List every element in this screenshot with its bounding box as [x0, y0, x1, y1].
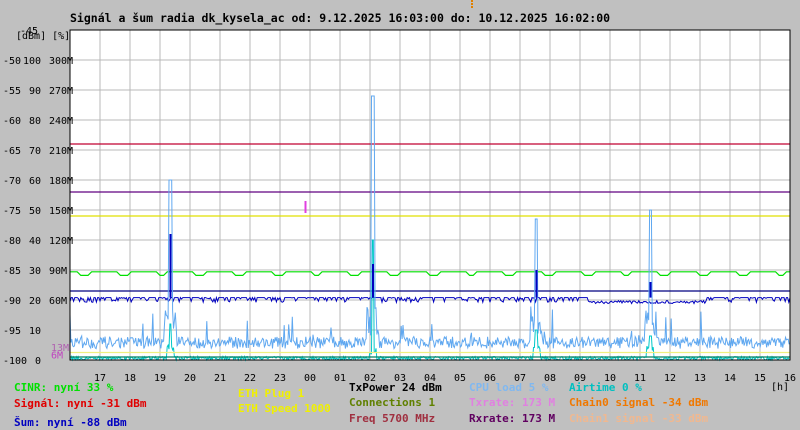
y-tick-dbm: -75 — [3, 206, 21, 217]
legend-cpu-load: CPU load 5 % — [469, 381, 549, 394]
y-tick-percent: 20 — [29, 296, 41, 307]
x-tick-label: 06 — [484, 373, 496, 384]
legend-connections: Connections 1 — [349, 396, 436, 409]
y-tick-percent: 90 — [29, 86, 41, 97]
x-tick-label: 21 — [214, 373, 226, 384]
y-tick-dbm: -90 — [3, 296, 21, 307]
x-tick-label: 01 — [334, 373, 346, 384]
x-axis-unit: [h] — [771, 382, 789, 393]
y-tick-percent: 100 — [23, 56, 41, 67]
legend-chain0: Chain0 signal -34 dBm — [569, 396, 709, 409]
x-tick-label: 04 — [424, 373, 436, 384]
inline-rate-label: 6M — [51, 351, 63, 362]
y-tick-rate: 60M — [49, 296, 67, 307]
y-tick-dbm: -80 — [3, 236, 21, 247]
chart-title: Signál a šum radia dk_kysela_ac od: 9.12… — [70, 11, 610, 26]
x-tick-label: 02 — [364, 373, 376, 384]
x-tick-label: 19 — [154, 373, 166, 384]
y-tick-rate: 240M — [49, 116, 73, 127]
x-tick-label: 20 — [184, 373, 196, 384]
legend-txpower: TxPower 24 dBm — [349, 381, 442, 394]
x-tick-label: 12 — [664, 373, 676, 384]
grid-lines — [70, 30, 790, 360]
legend-chain1: Chain1 signal -33 dBm — [569, 412, 709, 425]
legend-noise: Šum: nyní -88 dBm — [14, 416, 127, 429]
y-tick-dbm: -45 — [20, 26, 38, 37]
legend-rxrate: Rxrate: 173 M — [469, 412, 556, 425]
legend-freq: Freq 5700 MHz — [349, 412, 436, 425]
x-tick-label: 17 — [94, 373, 106, 384]
y-tick-percent: 40 — [29, 236, 41, 247]
y-tick-rate: 270M — [49, 86, 73, 97]
inline-rate-label: 13M — [51, 343, 69, 354]
y-tick-dbm: -100 — [3, 356, 27, 367]
y-tick-dbm: -95 — [3, 326, 21, 337]
orange-indicator-tick — [471, 0, 473, 8]
y-tick-dbm: -60 — [3, 116, 21, 127]
legend-eth-speed: ETH Speed 1000 — [238, 402, 331, 415]
series-cpu-load — [69, 95, 790, 350]
x-tick-label: 08 — [544, 373, 556, 384]
plot-frame — [69, 29, 791, 361]
y-tick-rate: 210M — [49, 146, 73, 157]
legend-txrate: Txrate: 173 M — [469, 396, 556, 409]
x-tick-label: 18 — [124, 373, 136, 384]
y-tick-dbm: -70 — [3, 176, 21, 187]
x-tick-label: 14 — [724, 373, 736, 384]
x-tick-label: 05 — [454, 373, 466, 384]
y-tick-rate: 150M — [49, 206, 73, 217]
y-axis-header: [dBm] [%] — [16, 31, 70, 42]
y-tick-percent: 30 — [29, 266, 41, 277]
x-tick-label: 09 — [574, 373, 586, 384]
y-tick-rate: 300M — [49, 56, 73, 67]
x-tick-label: 13 — [694, 373, 706, 384]
x-tick-label: 23 — [274, 373, 286, 384]
x-tick-label: 07 — [514, 373, 526, 384]
y-tick-percent: 70 — [29, 146, 41, 157]
x-tick-label: 22 — [244, 373, 256, 384]
legend-cinr: CINR: nyní 33 % — [14, 381, 114, 394]
x-tick-label: 15 — [754, 373, 766, 384]
y-tick-percent: 50 — [29, 206, 41, 217]
legend-signal: Signál: nyní -31 dBm — [14, 397, 147, 410]
x-tick-label: 03 — [394, 373, 406, 384]
y-tick-dbm: -50 — [3, 56, 21, 67]
x-tick-labels: 17 18 19 20 21 22 23 00 01 02 03 04 05 06 07 08 09 10 11 12… — [94, 373, 796, 384]
y-tick-dbm: -65 — [3, 146, 21, 157]
y-tick-percent: 10 — [29, 326, 41, 337]
y-tick-rate: 120M — [49, 236, 73, 247]
x-tick-label: 11 — [634, 373, 646, 384]
y-tick-rate: 90M — [49, 266, 67, 277]
y-tick-percent: 80 — [29, 116, 41, 127]
y-tick-percent: 60 — [29, 176, 41, 187]
x-tick-label: 00 — [304, 373, 316, 384]
x-tick-label: 16 — [784, 373, 796, 384]
series-cinr — [70, 271, 790, 276]
legend-eth-plug: ETH Plug 1 — [238, 387, 305, 400]
legend-airtime: Airtime 0 % — [569, 381, 642, 394]
y-tick-labels: -45-50-55-60-65-70-75-80-85-90-95-100100… — [3, 26, 73, 367]
y-tick-percent: 0 — [35, 356, 41, 367]
y-tick-dbm: -85 — [3, 266, 21, 277]
y-tick-rate: 180M — [49, 176, 73, 187]
x-tick-label: 10 — [604, 373, 616, 384]
series-um — [69, 295, 791, 305]
y-tick-dbm: -55 — [3, 86, 21, 97]
